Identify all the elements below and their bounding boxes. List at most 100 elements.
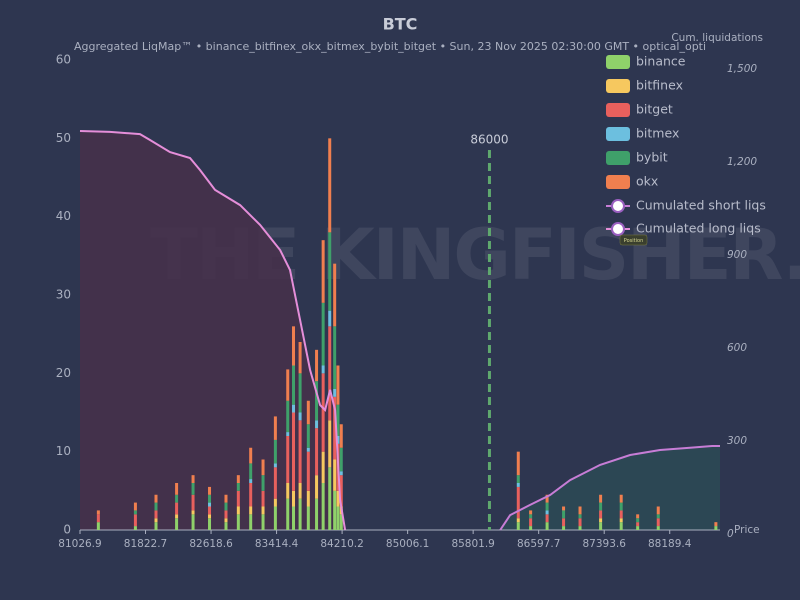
bar	[191, 514, 195, 530]
bar	[315, 349, 319, 382]
bar	[578, 514, 582, 519]
tag-box	[619, 234, 648, 246]
bar	[321, 451, 325, 483]
bar	[578, 518, 582, 527]
chart-title: BTC	[383, 15, 418, 34]
bar	[208, 494, 212, 503]
bar	[328, 420, 332, 468]
bar	[516, 486, 520, 519]
legend-marker	[611, 199, 625, 213]
bar	[562, 518, 566, 527]
bar	[562, 510, 566, 519]
bar	[292, 412, 296, 491]
bar	[298, 483, 302, 499]
bar	[133, 502, 137, 511]
x-tick-label: 81026.9	[58, 538, 101, 550]
bar	[339, 471, 343, 476]
x-tick-label: 88189.4	[648, 538, 692, 550]
bar	[328, 310, 332, 327]
bar	[175, 494, 179, 503]
legend-label: bitget	[636, 102, 673, 117]
legend-swatch	[606, 103, 630, 117]
bar	[336, 365, 340, 405]
cumulative-area	[80, 131, 346, 530]
bar	[333, 389, 337, 397]
bar	[336, 490, 340, 507]
y-tick-label: 40	[56, 209, 71, 223]
bar	[286, 498, 290, 530]
y2-tick-label: 0	[727, 528, 734, 540]
bar	[656, 518, 660, 527]
x-tick-label: 84210.2	[320, 538, 363, 550]
bar	[333, 396, 337, 460]
bar	[578, 526, 582, 530]
bar	[249, 514, 253, 530]
bar	[261, 514, 265, 530]
y2-tick-label: 600	[727, 342, 747, 354]
bar	[208, 506, 212, 515]
bar	[306, 447, 310, 452]
y2-axis-title: Cum. liquidations	[671, 32, 763, 44]
bar	[273, 439, 277, 464]
bar	[578, 506, 582, 515]
bar	[154, 518, 158, 523]
bar	[175, 483, 179, 495]
bar	[599, 518, 603, 523]
bar	[261, 506, 265, 515]
legend-label: Cumulated short liqs	[636, 198, 766, 213]
bar	[292, 365, 296, 405]
x-tick-label: 81822.7	[124, 538, 167, 550]
bar	[286, 400, 290, 433]
bar	[545, 494, 549, 503]
bar	[339, 447, 343, 472]
y-tick-label: 10	[56, 444, 71, 458]
bar	[133, 514, 137, 527]
bar	[321, 483, 325, 530]
bar	[249, 479, 253, 483]
bar	[619, 518, 623, 523]
bar	[298, 420, 302, 483]
bar	[208, 502, 212, 507]
y2-tick-label: 300	[727, 435, 747, 447]
x-tick-label: 86597.7	[517, 538, 560, 550]
x-tick-label: 85006.1	[386, 538, 429, 550]
bar	[175, 502, 179, 515]
bar	[339, 424, 343, 448]
bar	[96, 522, 100, 530]
legend-swatch	[606, 175, 630, 189]
bar	[336, 436, 340, 444]
bar	[656, 514, 660, 519]
bar	[292, 404, 296, 413]
bar	[714, 522, 718, 527]
bar	[328, 138, 332, 233]
bar	[133, 510, 137, 515]
bar	[619, 522, 623, 530]
bar	[529, 510, 533, 515]
bar	[516, 518, 520, 523]
bar	[298, 498, 302, 530]
x-tick-label: 82618.6	[189, 538, 233, 550]
bar	[236, 483, 240, 491]
bar	[636, 514, 640, 519]
x-tick-label: 83414.4	[255, 538, 299, 550]
bar	[545, 522, 549, 530]
bar	[545, 502, 549, 511]
cumulative-area	[500, 446, 720, 530]
legend-marker	[611, 222, 625, 236]
bar	[336, 506, 340, 530]
bar	[273, 498, 277, 507]
legend-label: Cumulated long liqs	[636, 221, 761, 236]
bar	[599, 502, 603, 511]
bar	[306, 506, 310, 530]
bar	[292, 490, 296, 507]
bar	[714, 526, 718, 530]
bar	[175, 518, 179, 530]
chart-subtitle: Aggregated LiqMap™ • binance_bitfinex_ok…	[74, 40, 706, 53]
bar	[562, 526, 566, 530]
legend-swatch	[606, 55, 630, 69]
bar	[339, 475, 343, 507]
bar	[562, 506, 566, 511]
legend-label: bitfinex	[636, 78, 683, 93]
bar	[298, 412, 302, 421]
